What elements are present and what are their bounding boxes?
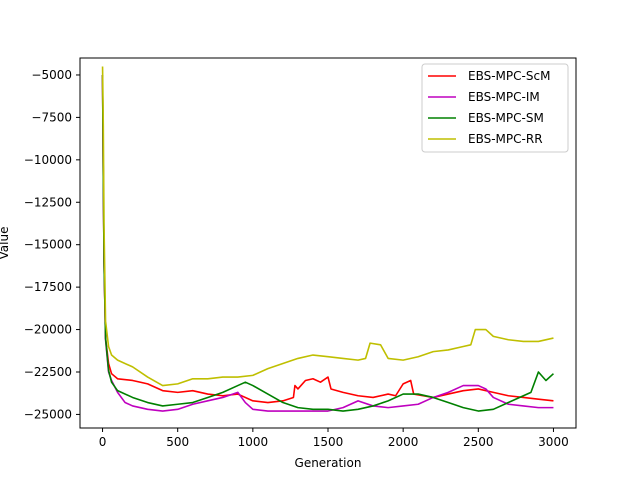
series-line-2 bbox=[101, 74, 554, 412]
x-tick-label: 0 bbox=[99, 435, 107, 449]
x-axis-label: Generation bbox=[295, 456, 362, 470]
series-line-3 bbox=[101, 66, 554, 387]
x-tick-label: 2000 bbox=[388, 435, 419, 449]
legend-label: EBS-MPC-ScM bbox=[468, 69, 550, 83]
y-tick-label: −5000 bbox=[31, 68, 72, 82]
legend-label: EBS-MPC-SM bbox=[468, 111, 544, 125]
legend: EBS-MPC-ScM EBS-MPC-IM EBS-MPC-SM EBS-MPC-R… bbox=[421, 63, 569, 153]
y-tick-label: −25000 bbox=[24, 407, 72, 421]
y-tick-label: −17500 bbox=[24, 280, 72, 294]
series-line-0 bbox=[101, 74, 554, 404]
x-tick-label: 1000 bbox=[238, 435, 269, 449]
x-axis: 0 500 1000 1500 2000 2500 3000 bbox=[99, 428, 569, 449]
y-tick-label: −22500 bbox=[24, 365, 72, 379]
y-axis: −5000 −7500 −10000 −12500 −15000 −17500 −20000… bbox=[24, 68, 80, 421]
x-tick-label: 1500 bbox=[313, 435, 344, 449]
y-tick-label: −15000 bbox=[24, 238, 72, 252]
y-tick-label: −12500 bbox=[24, 195, 72, 209]
series-line-1 bbox=[101, 74, 554, 412]
y-tick-label: −7500 bbox=[31, 110, 72, 124]
legend-label: EBS-MPC-RR bbox=[468, 132, 543, 146]
legend-box bbox=[421, 63, 569, 153]
plot-lines bbox=[101, 66, 554, 412]
legend-label: EBS-MPC-IM bbox=[468, 90, 540, 104]
x-tick-label: 500 bbox=[166, 435, 189, 449]
y-axis-label: Value bbox=[0, 227, 11, 260]
y-tick-label: −20000 bbox=[24, 323, 72, 337]
x-tick-label: 2500 bbox=[463, 435, 494, 449]
y-tick-label: −10000 bbox=[24, 153, 72, 167]
x-tick-label: 3000 bbox=[538, 435, 569, 449]
